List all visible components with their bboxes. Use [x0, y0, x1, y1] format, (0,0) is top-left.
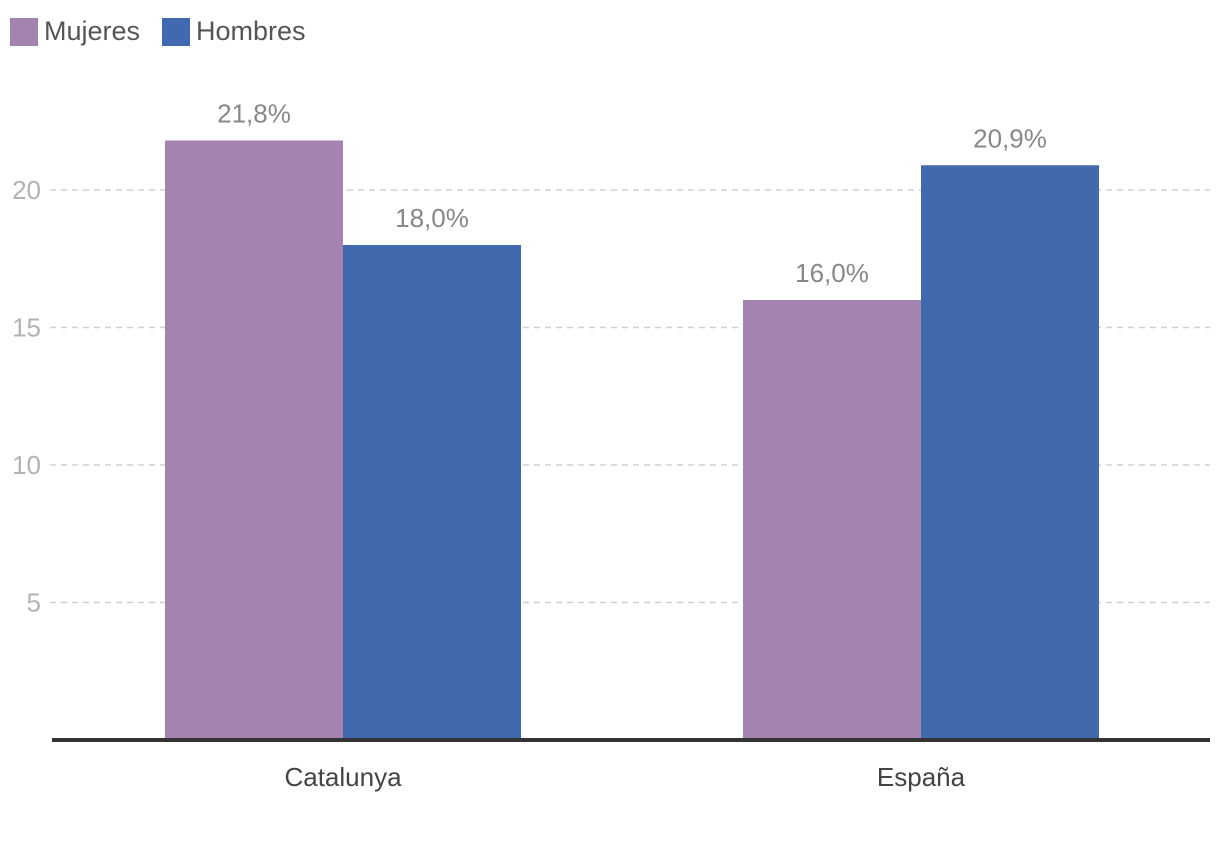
legend-swatch-hombres: [162, 17, 191, 46]
y-tick-label-10: 10: [12, 450, 41, 480]
y-tick-label-5: 5: [27, 588, 41, 618]
bar-mujeres-espaa[interactable]: [743, 300, 921, 740]
legend-swatch-mujeres: [10, 17, 38, 46]
legend-label-mujeres: Mujeres: [44, 16, 141, 46]
axes: Catalunya España: [52, 738, 1210, 792]
x-tick-label-1: España: [877, 762, 966, 792]
data-label-mujeres-espaa: 16,0%: [795, 258, 869, 288]
data-label-hombres-catalunya: 18,0%: [395, 203, 469, 233]
x-tick-label-0: Catalunya: [284, 762, 402, 792]
legend-label-hombres: Hombres: [196, 16, 306, 46]
legend-item-mujeres[interactable]: Mujeres: [10, 16, 140, 47]
bar-hombres-catalunya[interactable]: [343, 245, 521, 740]
data-label-hombres-espaa: 20,9%: [973, 123, 1047, 153]
data-labels: 21,8% 18,0% 16,0% 20,9%: [217, 99, 1047, 289]
bars: [165, 140, 1099, 741]
legend-item-hombres[interactable]: Hombres: [162, 16, 306, 47]
y-tick-label-15: 15: [12, 313, 41, 343]
data-label-mujeres-catalunya: 21,8%: [217, 99, 291, 129]
grid-lines: 5 10 15 20: [12, 175, 1210, 618]
y-tick-label-20: 20: [12, 175, 41, 205]
bar-mujeres-catalunya[interactable]: [165, 140, 343, 741]
bar-hombres-espaa[interactable]: [921, 165, 1099, 740]
chart-legend: Mujeres Hombres: [10, 16, 328, 47]
